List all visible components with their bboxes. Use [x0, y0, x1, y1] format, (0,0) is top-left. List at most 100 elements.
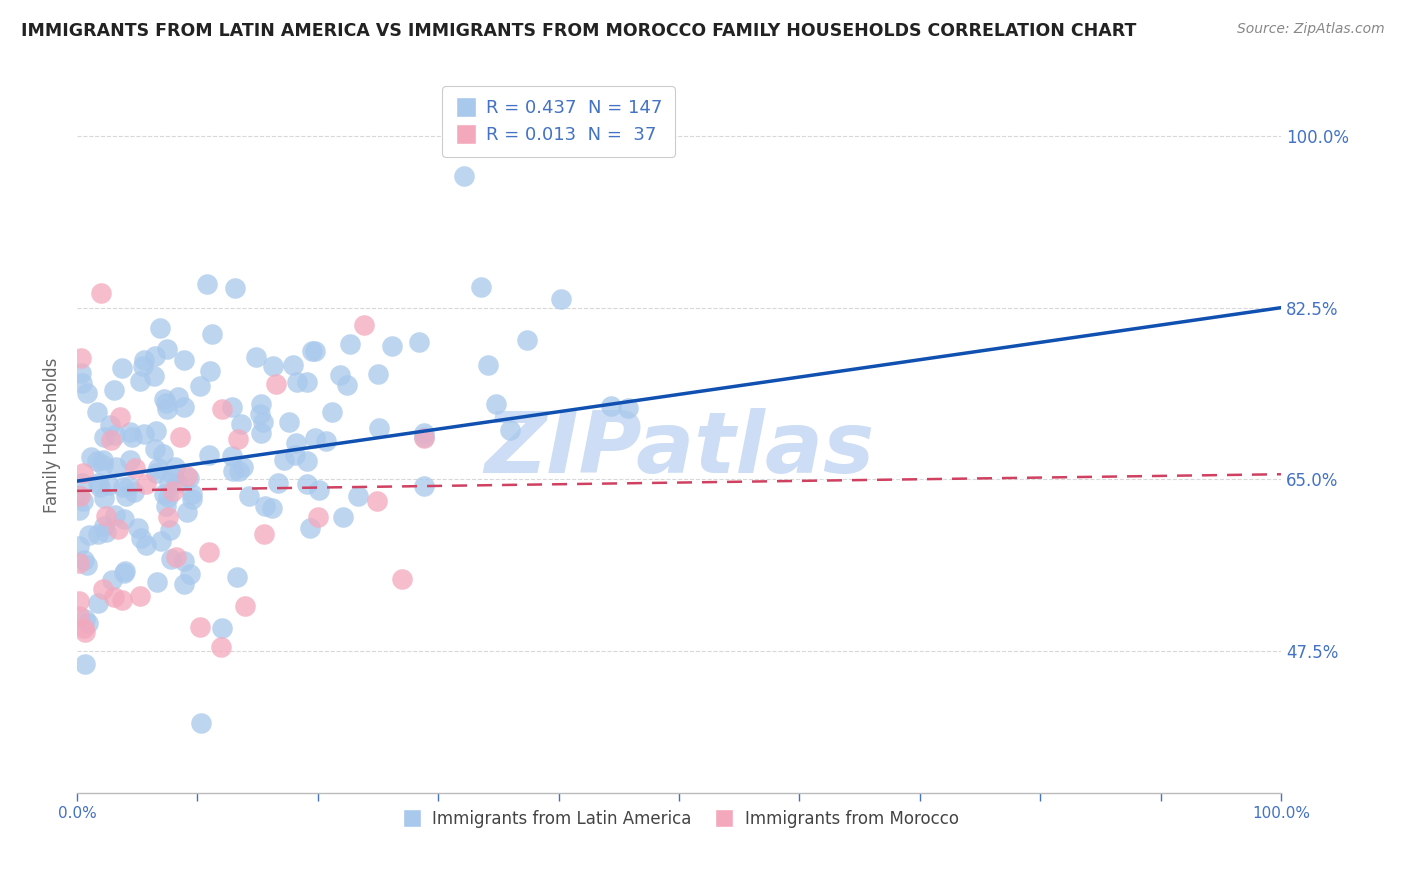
- Point: [135, 539, 157, 553]
- Point: [94, 508, 117, 523]
- Point: [162, 484, 184, 499]
- Point: [198, 448, 221, 462]
- Point: [163, 459, 186, 474]
- Point: [120, 453, 142, 467]
- Point: [121, 430, 143, 444]
- Point: [93, 430, 115, 444]
- Point: [195, 277, 218, 291]
- Point: [69, 594, 91, 608]
- Point: [166, 476, 188, 491]
- Point: [152, 447, 174, 461]
- Text: Source: ZipAtlas.com: Source: ZipAtlas.com: [1237, 22, 1385, 37]
- Point: [315, 434, 337, 448]
- Point: [308, 483, 330, 498]
- Point: [73, 553, 96, 567]
- Point: [73, 625, 96, 640]
- Point: [153, 487, 176, 501]
- Point: [103, 590, 125, 604]
- Point: [115, 490, 138, 504]
- Point: [221, 464, 243, 478]
- Point: [98, 417, 121, 432]
- Point: [381, 338, 404, 352]
- Point: [190, 620, 212, 634]
- Point: [413, 430, 436, 444]
- Point: [120, 425, 142, 440]
- Point: [249, 397, 271, 411]
- Point: [391, 572, 413, 586]
- Point: [143, 349, 166, 363]
- Point: [70, 376, 93, 391]
- Point: [150, 534, 173, 549]
- Point: [211, 402, 233, 417]
- Point: [177, 471, 200, 485]
- Point: [249, 426, 271, 441]
- Point: [94, 524, 117, 539]
- Point: [224, 281, 246, 295]
- Point: [211, 621, 233, 635]
- Point: [91, 458, 114, 473]
- Point: [114, 565, 136, 579]
- Point: [181, 491, 204, 506]
- Point: [266, 475, 288, 490]
- Point: [103, 384, 125, 398]
- Point: [160, 551, 183, 566]
- Point: [412, 431, 434, 445]
- Point: [145, 424, 167, 438]
- Point: [129, 531, 152, 545]
- Point: [156, 342, 179, 356]
- Point: [198, 364, 221, 378]
- Point: [173, 400, 195, 414]
- Point: [228, 465, 250, 479]
- Point: [176, 469, 198, 483]
- Point: [179, 567, 201, 582]
- Point: [124, 461, 146, 475]
- Point: [93, 519, 115, 533]
- Point: [157, 490, 180, 504]
- Point: [69, 351, 91, 365]
- Point: [87, 476, 110, 491]
- Point: [228, 433, 250, 447]
- Point: [89, 480, 111, 494]
- Point: [550, 292, 572, 306]
- Point: [173, 353, 195, 368]
- Point: [353, 318, 375, 332]
- Point: [232, 459, 254, 474]
- Point: [86, 454, 108, 468]
- Point: [173, 577, 195, 591]
- Point: [100, 434, 122, 448]
- Point: [281, 358, 304, 372]
- Point: [156, 509, 179, 524]
- Point: [485, 397, 508, 411]
- Point: [253, 527, 276, 541]
- Point: [516, 334, 538, 348]
- Point: [132, 427, 155, 442]
- Text: IMMIGRANTS FROM LATIN AMERICA VS IMMIGRANTS FROM MOROCCO FAMILY HOUSEHOLDS CORRE: IMMIGRANTS FROM LATIN AMERICA VS IMMIGRA…: [21, 22, 1136, 40]
- Point: [367, 367, 389, 381]
- Point: [321, 405, 343, 419]
- Point: [100, 573, 122, 587]
- Point: [72, 475, 94, 490]
- Point: [69, 488, 91, 502]
- Point: [77, 615, 100, 630]
- Point: [470, 280, 492, 294]
- Point: [122, 485, 145, 500]
- Point: [266, 377, 288, 392]
- Point: [146, 574, 169, 589]
- Point: [190, 716, 212, 731]
- Point: [368, 421, 391, 435]
- Y-axis label: Family Households: Family Households: [44, 358, 60, 513]
- Point: [111, 361, 134, 376]
- Point: [69, 503, 91, 517]
- Point: [181, 487, 204, 501]
- Point: [69, 489, 91, 503]
- Point: [104, 508, 127, 522]
- Point: [273, 453, 295, 467]
- Point: [304, 343, 326, 358]
- Point: [69, 366, 91, 380]
- Point: [69, 557, 91, 571]
- Point: [93, 491, 115, 506]
- Point: [91, 582, 114, 596]
- Point: [75, 657, 97, 671]
- Point: [339, 337, 361, 351]
- Point: [145, 467, 167, 481]
